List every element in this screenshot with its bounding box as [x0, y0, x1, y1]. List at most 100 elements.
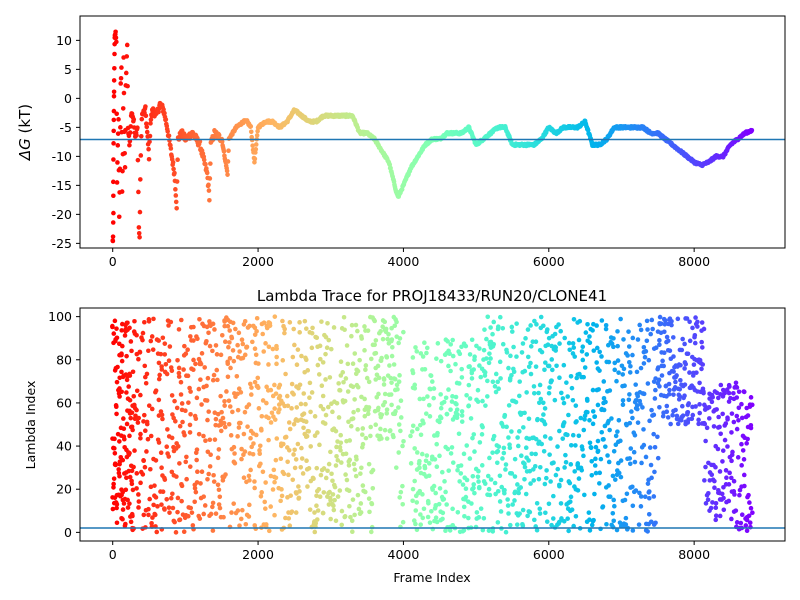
bottom-data-point	[398, 428, 403, 434]
top-data-point	[110, 234, 116, 239]
bottom-data-point	[716, 414, 721, 420]
bottom-data-point	[657, 314, 663, 320]
bottom-data-point	[182, 343, 187, 349]
bottom-data-point	[160, 416, 165, 422]
bottom-data-point	[745, 436, 750, 442]
bottom-data-point	[227, 328, 232, 333]
bottom-data-point	[528, 360, 533, 366]
bottom-data-point	[203, 438, 208, 444]
bottom-data-point	[638, 327, 644, 333]
bottom-data-point	[700, 345, 705, 350]
bottom-data-point	[570, 397, 576, 403]
bottom-data-point	[124, 353, 129, 359]
bottom-data-point	[509, 471, 515, 476]
bottom-data-point	[548, 436, 553, 441]
bottom-data-point	[302, 318, 308, 324]
bottom-data-point	[562, 335, 568, 341]
bottom-data-point	[431, 395, 436, 401]
bottom-data-point	[293, 457, 299, 462]
bottom-data-point	[215, 377, 220, 383]
bottom-data-point	[284, 393, 290, 399]
bottom-data-point	[568, 373, 574, 379]
bottom-data-point	[725, 444, 730, 449]
bottom-data-point	[303, 357, 309, 363]
bottom-data-point	[156, 440, 162, 445]
bottom-data-point	[435, 430, 440, 436]
bottom-data-point	[439, 469, 445, 475]
top-data-point	[114, 39, 119, 45]
bottom-data-point	[240, 355, 246, 361]
bottom-data-point	[278, 498, 283, 504]
bottom-data-point	[317, 442, 322, 448]
bottom-data-point	[233, 326, 238, 332]
bottom-data-point	[323, 334, 329, 340]
bottom-data-point	[362, 489, 368, 495]
bottom-data-point	[363, 435, 369, 441]
bottom-data-point	[680, 336, 685, 342]
bottom-data-point	[563, 460, 569, 465]
bottom-data-point	[601, 437, 606, 442]
bottom-data-point	[177, 461, 182, 466]
bottom-data-point	[658, 321, 664, 326]
top-y-tick-label: 5	[64, 62, 72, 77]
bottom-data-point	[685, 351, 691, 357]
bottom-data-point	[546, 501, 552, 507]
bottom-data-point	[687, 338, 693, 344]
bottom-data-point	[241, 431, 247, 437]
bottom-data-point	[570, 341, 576, 346]
bottom-x-ticks: 0 2000 4000 6000 8000	[109, 541, 710, 562]
bottom-data-point	[515, 435, 520, 440]
bottom-data-point	[264, 522, 269, 527]
bottom-data-point	[204, 338, 209, 344]
bottom-data-point	[490, 450, 495, 455]
bottom-data-point	[713, 517, 719, 523]
bottom-data-point	[168, 495, 174, 501]
bottom-data-point	[640, 405, 645, 410]
bottom-data-point	[576, 337, 582, 343]
bottom-data-point	[274, 346, 279, 352]
bottom-data-point	[260, 331, 266, 337]
bottom-data-point	[222, 398, 227, 404]
bottom-data-point	[466, 403, 472, 409]
top-y-tick-label: -15	[52, 178, 72, 193]
bottom-data-point	[590, 387, 596, 393]
bottom-data-point	[551, 493, 556, 499]
bottom-data-point	[213, 511, 219, 516]
bottom-data-point	[474, 343, 479, 349]
bottom-data-point	[328, 449, 333, 455]
bottom-data-point	[612, 360, 618, 366]
bottom-data-point	[579, 467, 585, 473]
bottom-data-point	[279, 487, 284, 492]
bottom-data-point	[463, 343, 469, 349]
bottom-data-point	[532, 463, 538, 469]
bottom-data-point	[500, 456, 505, 461]
bottom-data-point	[592, 463, 598, 468]
top-data-point	[225, 172, 230, 177]
bottom-data-point	[294, 405, 300, 410]
top-data-point	[137, 209, 143, 215]
bottom-y-axis-label: Lambda Index	[23, 381, 38, 470]
bottom-data-point	[258, 461, 263, 467]
bottom-data-point	[159, 412, 165, 418]
bottom-data-point	[273, 457, 279, 463]
bottom-data-point	[346, 419, 351, 425]
bottom-data-point	[293, 510, 299, 515]
bottom-data-point	[552, 397, 558, 403]
bottom-data-point	[199, 402, 204, 407]
bottom-data-point	[134, 407, 139, 413]
bottom-data-point	[533, 364, 539, 369]
bottom-data-point	[188, 505, 194, 511]
top-data-point	[121, 90, 127, 96]
bottom-data-point	[235, 342, 240, 348]
bottom-data-point	[191, 357, 196, 363]
bottom-data-point	[712, 485, 717, 491]
bottom-data-point	[236, 386, 242, 391]
bottom-data-point	[745, 413, 751, 418]
bottom-data-point	[299, 353, 304, 359]
top-data-point	[114, 111, 119, 117]
bottom-data-point	[734, 413, 740, 419]
bottom-scatter-points	[110, 314, 755, 535]
bottom-data-point	[482, 327, 487, 332]
bottom-data-point	[397, 495, 403, 500]
bottom-data-point	[734, 385, 740, 390]
